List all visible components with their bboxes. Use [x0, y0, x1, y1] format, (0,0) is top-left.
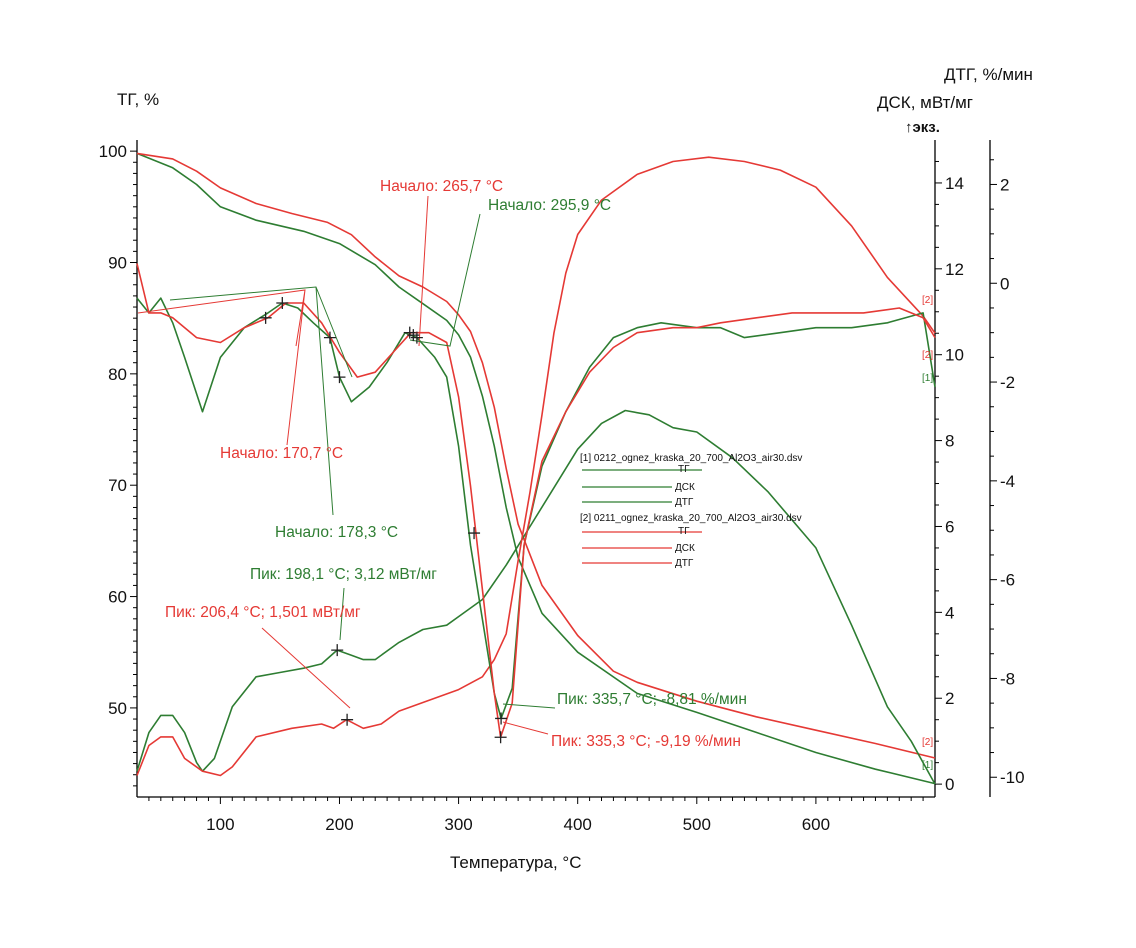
leader-line [261, 627, 351, 709]
dsc-tick-label: 14 [945, 174, 964, 193]
x-tick-label: 300 [444, 815, 472, 834]
dtg-tick-label: -8 [1000, 669, 1015, 688]
annotation-peak-335-3: Пик: 335,3 °C; -9,19 %/мин [551, 733, 741, 750]
tg-axis-title: ТГ, % [117, 90, 159, 109]
x-tick-label: 600 [802, 815, 830, 834]
curve-ТГ-1 [136, 152, 936, 785]
x-tick-label: 500 [683, 815, 711, 834]
dsc-axis-title: ДСК, мВт/мг [877, 93, 973, 112]
legend-file-1: [1] 0212_ognez_kraska_20_700_Al2O3_air30… [580, 453, 802, 464]
annotation-peak-335-7: Пик: 335,7 °C; -8,81 %/мин [557, 691, 747, 708]
crosshair-marker [331, 644, 344, 657]
tg-tick-label: 100 [99, 142, 127, 161]
annotation-peak-206: Пик: 206,4 °C; 1,501 мВт/мг [165, 604, 361, 621]
dtg-tick-label: 0 [1000, 274, 1009, 293]
dsc-tick-label: 4 [945, 603, 954, 622]
leader-line [169, 286, 353, 516]
tg-tick-label: 50 [108, 699, 127, 718]
dsc-tick-label: 6 [945, 517, 954, 536]
crosshair-marker [276, 297, 289, 310]
dsc-tick-label: 2 [945, 689, 954, 708]
crosshair-marker [333, 371, 346, 384]
legend-item-1-tg: ТГ [678, 464, 690, 475]
leader-line [409, 213, 481, 347]
dsc-tick-label: 12 [945, 260, 964, 279]
end-tag-dtg-2: [2] [922, 350, 933, 361]
series-layer [136, 152, 936, 785]
annotation-onset-170: Начало: 170,7 °C [220, 445, 343, 462]
x-tick-label: 200 [325, 815, 353, 834]
crosshair-marker [407, 329, 420, 342]
dtg-tick-label: -10 [1000, 768, 1025, 787]
exo-direction-marker: ↑экз. [905, 119, 940, 136]
dtg-tick-label: -2 [1000, 373, 1015, 392]
tg-tick-label: 80 [108, 365, 127, 384]
tg-tick-label: 60 [108, 588, 127, 607]
legend-item-2-dtg: ДТГ [675, 558, 694, 569]
leader-line [137, 289, 306, 446]
x-tick-label: 100 [206, 815, 234, 834]
leader-line [339, 587, 345, 641]
axes-layer [136, 140, 991, 798]
legend-item-2-dsc: ДСК [675, 543, 695, 554]
annotation-leaders [137, 195, 556, 735]
curve-end-tags: [2] [2] [1] [2] [1] [922, 295, 933, 771]
crosshair-marker [259, 311, 272, 324]
legend-item-1-dsc: ДСК [675, 482, 695, 493]
dtg-axis-title: ДТГ, %/мин [944, 65, 1033, 84]
curve-ДТГ-1 [136, 297, 936, 720]
legend-file-2: [2] 0211_ognez_kraska_20_700_Al2O3_air30… [580, 513, 802, 524]
annotation-onset-295: Начало: 295,9 °C [488, 197, 611, 214]
end-tag-dtg-1: [1] [922, 373, 933, 384]
legend: [1] 0212_ognez_kraska_20_700_Al2O3_air30… [580, 453, 802, 569]
crosshair-marker [494, 731, 507, 744]
tg-tick-label: 70 [108, 476, 127, 495]
dtg-tick-label: -6 [1000, 571, 1015, 590]
legend-item-2-tg: ТГ [678, 526, 690, 537]
annotation-onset-265: Начало: 265,7 °C [380, 178, 503, 195]
curve-ДСК-2 [136, 156, 936, 777]
annotations-layer: Начало: 265,7 °C Начало: 295,9 °C Начало… [165, 178, 747, 750]
curve-ТГ-2 [136, 152, 936, 759]
tg-tick-label: 90 [108, 253, 127, 272]
dsc-tick-label: 10 [945, 346, 964, 365]
end-tag-dsc-2: [2] [922, 737, 933, 748]
legend-item-1-dtg: ДТГ [675, 497, 694, 508]
end-tag-dsc-1: [1] [922, 760, 933, 771]
annotation-peak-198: Пик: 198,1 °C; 3,12 мВт/мг [250, 566, 437, 583]
leader-line [502, 721, 549, 735]
crosshair-marker [341, 713, 354, 726]
crosshair-marker [468, 527, 481, 540]
leader-line [502, 703, 556, 709]
crosshair-marker [323, 331, 336, 344]
dsc-tick-label: 8 [945, 432, 954, 451]
ticks-layer: 100 200 300 400 500 600 50 60 70 80 90 100 0 2 4 6 8 10 12… [99, 142, 1025, 834]
dtg-tick-label: 2 [1000, 175, 1009, 194]
crosshair-marker [495, 712, 508, 725]
x-tick-label: 400 [563, 815, 591, 834]
end-tag-tg-2: [2] [922, 295, 933, 306]
dtg-tick-label: -4 [1000, 472, 1015, 491]
x-axis-title: Температура, °C [450, 853, 581, 872]
annotation-onset-178: Начало: 178,3 °C [275, 524, 398, 541]
dsc-tick-label: 0 [945, 775, 954, 794]
curve-ДСК-1 [136, 409, 936, 785]
leader-line [418, 195, 429, 347]
curve-ДТГ-2 [136, 263, 936, 738]
markers-layer [259, 297, 508, 744]
